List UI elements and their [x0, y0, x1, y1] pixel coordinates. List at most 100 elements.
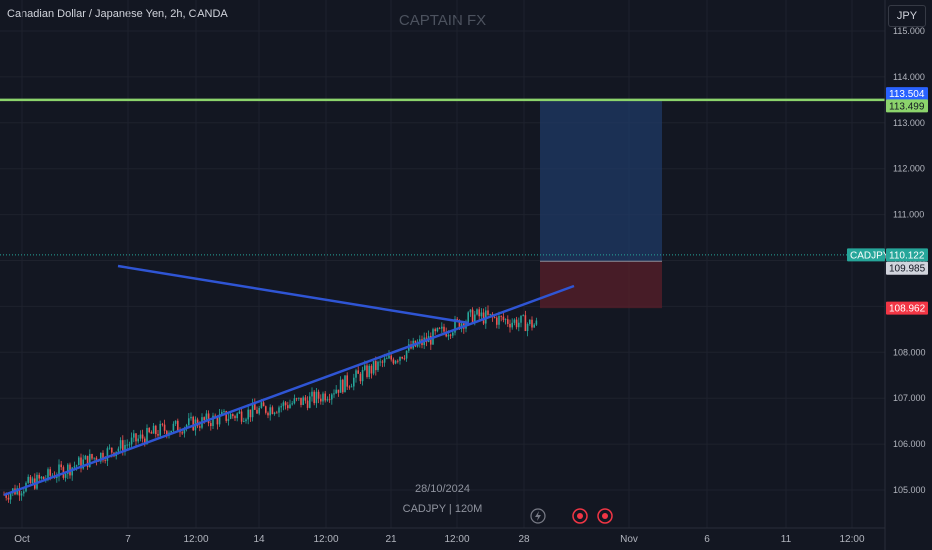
candle-body	[49, 469, 51, 476]
time-tick: 12:00	[183, 534, 208, 545]
candle-body	[337, 389, 340, 393]
candle-body	[394, 360, 397, 364]
candle-body	[372, 361, 375, 374]
candle-body	[320, 398, 322, 402]
candle-body	[280, 406, 282, 408]
candle-body	[443, 326, 445, 332]
candle-body	[326, 399, 329, 401]
price-label-stop: 108.962	[889, 304, 926, 315]
candle-body	[234, 416, 236, 419]
candle-body	[207, 413, 210, 424]
candle-body	[212, 415, 214, 427]
candle-body	[89, 454, 91, 467]
candle-body	[27, 476, 29, 483]
price-label-bg	[886, 248, 928, 262]
candle-body	[419, 339, 421, 343]
candle-body	[91, 454, 93, 459]
candle-body	[135, 433, 137, 442]
candle-body	[403, 358, 406, 360]
candle-body	[111, 447, 113, 453]
cursor-date: 28/10/2024	[414, 483, 471, 495]
symbol-title: Canadian Dollar / Japanese Yen, 2h, OAND…	[7, 8, 228, 20]
economic-event-icon	[597, 508, 613, 524]
candle-body	[298, 397, 300, 399]
symbol-interval: CADJPY | 120M	[402, 503, 483, 515]
candle-body	[152, 425, 155, 434]
candle-body	[73, 466, 76, 468]
candle-body	[496, 317, 498, 325]
candle-body	[199, 426, 201, 428]
candle-body	[174, 420, 177, 424]
candle-body	[227, 418, 230, 421]
candle-body	[229, 414, 232, 419]
candle-body	[216, 417, 219, 425]
candle-body	[513, 319, 516, 323]
candle-body	[159, 423, 161, 436]
price-label-last: 110.122	[889, 250, 925, 261]
candle-body	[401, 356, 403, 359]
candle-body	[344, 375, 346, 393]
candle-body	[287, 405, 289, 409]
candle-body	[485, 310, 487, 324]
candle-body	[487, 310, 489, 315]
time-tick: 12:00	[444, 534, 469, 545]
candle-body	[236, 413, 238, 419]
candle-body	[377, 361, 379, 371]
price-tick: 107.000	[893, 393, 926, 403]
candle-body	[7, 497, 10, 500]
candle-body	[80, 457, 82, 469]
watermark: CAPTAIN FX	[398, 12, 487, 29]
candle-body	[315, 391, 318, 404]
candle-body	[210, 423, 212, 427]
candle-body	[161, 423, 164, 425]
candle-body	[375, 361, 377, 371]
candle-body	[289, 404, 291, 409]
candle-body	[203, 417, 205, 420]
price-tick: 111.000	[893, 210, 924, 220]
candle-body	[529, 319, 531, 325]
candle-body	[493, 317, 496, 318]
candle-body	[245, 419, 247, 422]
candle-body	[31, 478, 34, 483]
candle-body	[38, 474, 40, 479]
candle-body	[232, 414, 234, 417]
candle-body	[328, 399, 331, 401]
candle-body	[240, 411, 243, 422]
candle-body	[507, 319, 509, 324]
candle-body	[302, 397, 304, 405]
candle-body	[355, 370, 357, 378]
candle-body	[306, 400, 309, 408]
candle-body	[18, 488, 21, 496]
candle-body	[122, 440, 124, 452]
candle-body	[177, 420, 179, 432]
candle-body	[441, 326, 443, 329]
candle-body	[51, 475, 54, 477]
candle-body	[95, 457, 98, 461]
candle-body	[108, 447, 111, 449]
candle-body	[40, 476, 43, 479]
candle-body	[82, 459, 84, 469]
candle-body	[293, 398, 296, 404]
lightning-bolt-icon	[535, 511, 541, 521]
candle-body	[141, 434, 144, 439]
price-label-resistance: 113.499	[889, 101, 925, 112]
candle-body	[64, 473, 67, 478]
currency-button[interactable]: JPY	[888, 5, 926, 27]
candle-body	[157, 434, 159, 436]
candle-body	[148, 427, 150, 433]
candle-body	[262, 402, 265, 407]
candle-body	[399, 356, 401, 361]
candle-body	[436, 327, 439, 332]
candle-body	[267, 412, 269, 416]
candle-body	[361, 369, 364, 382]
candle-body	[478, 309, 480, 317]
candle-body	[75, 465, 78, 467]
candle-body	[456, 318, 458, 320]
candle-body	[258, 407, 260, 414]
candle-body	[183, 427, 186, 434]
candle-body	[304, 397, 307, 401]
candle-body	[317, 391, 320, 399]
candle-body	[331, 394, 333, 400]
candle-body	[359, 373, 362, 382]
